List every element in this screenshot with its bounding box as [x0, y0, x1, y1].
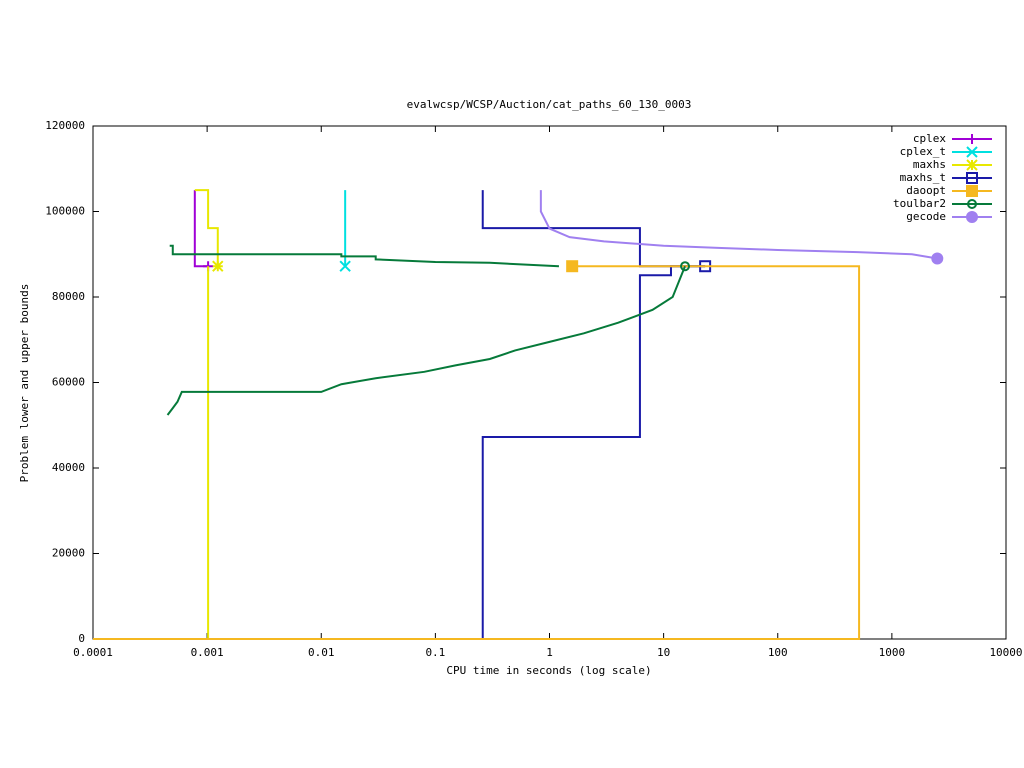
- marker: [931, 252, 944, 265]
- y-axis-label: Problem lower and upper bounds: [18, 284, 31, 483]
- legend-marker: [967, 134, 977, 144]
- x-tick-label: 1: [546, 646, 553, 659]
- series-line: [93, 265, 861, 640]
- x-tick-label: 0.001: [191, 646, 224, 659]
- legend-label: maxhs: [913, 158, 946, 171]
- legend-label: toulbar2: [893, 197, 946, 210]
- y-tick-label: 120000: [45, 119, 85, 132]
- y-tick-label: 0: [78, 632, 85, 645]
- series-line: [481, 265, 706, 639]
- y-tick-label: 60000: [52, 376, 85, 389]
- legend-marker: [967, 199, 977, 209]
- series-line: [169, 244, 559, 268]
- chart-title: evalwcsp/WCSP/Auction/cat_paths_60_130_0…: [407, 98, 692, 111]
- legend-marker: [966, 185, 978, 197]
- x-tick-label: 0.1: [425, 646, 445, 659]
- legend-marker: [966, 211, 978, 223]
- legend-label: cplex: [913, 132, 946, 145]
- x-tick-label: 100: [768, 646, 788, 659]
- series-line: [481, 190, 706, 268]
- series-line: [194, 189, 219, 267]
- marker: [566, 260, 579, 273]
- x-tick-label: 10000: [989, 646, 1022, 659]
- x-axis-label: CPU time in seconds (log scale): [446, 664, 651, 677]
- legend-label: cplex_t: [900, 145, 946, 158]
- y-tick-label: 100000: [45, 205, 85, 218]
- x-tick-label: 10: [657, 646, 670, 659]
- y-tick-label: 40000: [52, 461, 85, 474]
- marker: [339, 260, 351, 272]
- plot-frame: [92, 125, 1007, 640]
- marker: [680, 261, 691, 272]
- x-tick-label: 1000: [879, 646, 906, 659]
- series-line: [93, 266, 210, 640]
- legend-marker: [966, 159, 978, 171]
- legend-marker: [966, 172, 978, 184]
- legend-label: daoopt: [906, 184, 946, 197]
- legend-label: maxhs_t: [900, 171, 946, 184]
- legend-marker: [966, 146, 978, 158]
- x-tick-label: 0.0001: [73, 646, 113, 659]
- x-tick-label: 0.01: [308, 646, 335, 659]
- legend-label: gecode: [906, 210, 946, 223]
- series-line: [166, 265, 686, 416]
- y-tick-label: 80000: [52, 290, 85, 303]
- y-tick-label: 20000: [52, 547, 85, 560]
- series-line: [539, 190, 938, 260]
- marker: [212, 260, 224, 272]
